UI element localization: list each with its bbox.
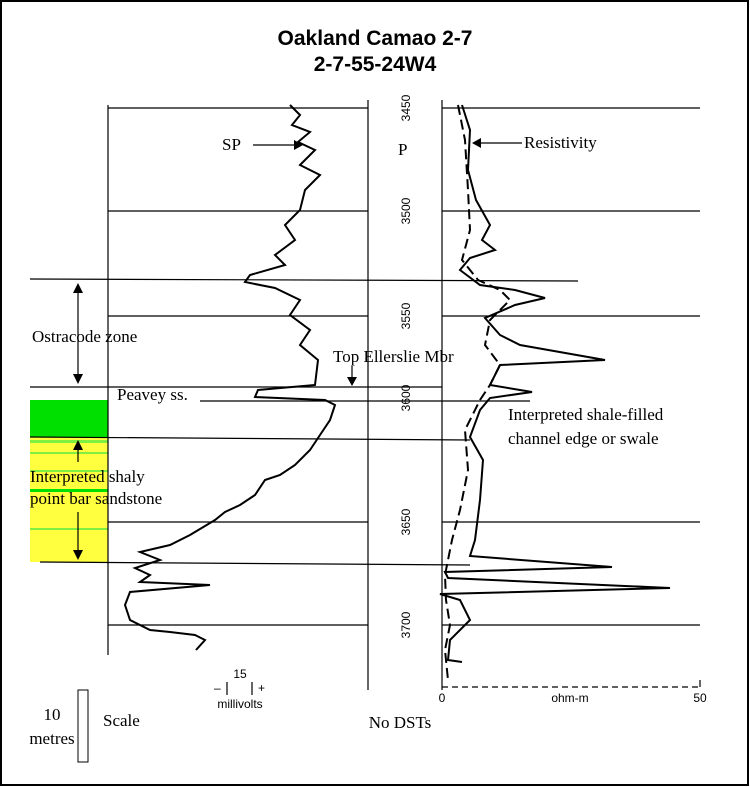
resistivity-min: 0 [439, 691, 446, 705]
annotation: Interpreted shaly [30, 467, 145, 486]
scale-value: 10 [44, 705, 61, 724]
resistivity-max: 50 [693, 691, 707, 705]
sp-scale-plus: + [258, 681, 265, 695]
scale-unit: metres [29, 729, 74, 748]
arrow [294, 140, 303, 150]
resistivity-unit: ohm-m [551, 691, 588, 705]
curve-label: Resistivity [524, 133, 597, 152]
depth-label: 3700 [399, 611, 413, 638]
curve-label: SP [222, 135, 241, 154]
grid [107, 100, 701, 690]
depth-label: 3600 [399, 384, 413, 411]
curve-label: P [398, 140, 407, 159]
annotation: Peavey ss. [117, 385, 188, 404]
scale-label: Scale [103, 711, 140, 730]
annotation: channel edge or swale [508, 429, 659, 448]
annotation: Top Ellerslie Mbr [333, 347, 454, 366]
depth-label: 3500 [399, 197, 413, 224]
dst-note: No DSTs [369, 713, 432, 732]
arrow [347, 377, 357, 386]
annotation: point bar sandstone [30, 489, 162, 508]
annotation: Ostracode zone [32, 327, 137, 346]
sp-curve [123, 104, 337, 651]
sp-scale-unit: millivolts [217, 697, 262, 711]
scale-bar [77, 689, 89, 763]
sp-scale-value: 15 [233, 667, 247, 681]
resistivity-dashed [443, 104, 512, 681]
title: Oakland Camao 2-7 [278, 27, 473, 50]
depth-labels: 3450 3500 3550 3600 3650 3700 [399, 94, 413, 638]
subtitle: 2-7-55-24W4 [314, 53, 437, 76]
annotation: Interpreted shale-filled [508, 405, 664, 424]
depth-label: 3450 [399, 94, 413, 121]
depth-label: 3650 [399, 508, 413, 535]
arrow [472, 138, 481, 148]
marker-lines [29, 278, 579, 566]
facies-column [30, 400, 108, 562]
depth-label: 3550 [399, 302, 413, 329]
sp-scale-minus: – [214, 681, 221, 695]
